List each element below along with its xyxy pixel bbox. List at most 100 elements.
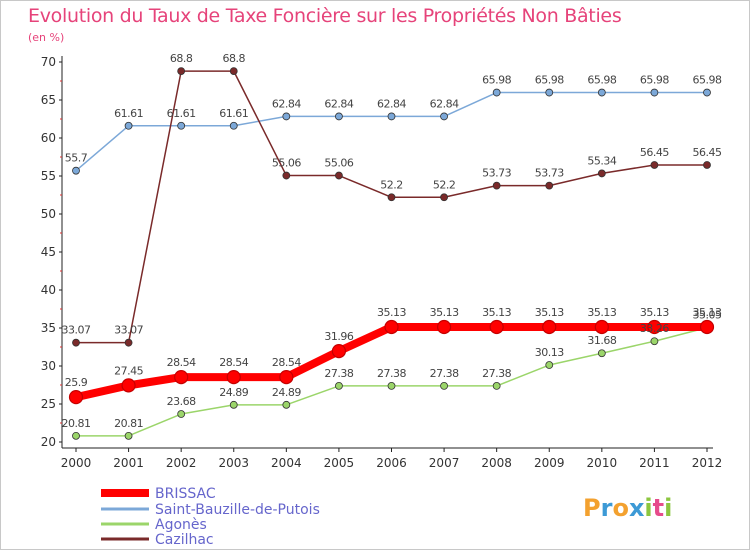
data-label: 35.13 — [377, 306, 406, 319]
data-point — [597, 88, 606, 97]
data-label: 55.34 — [587, 154, 616, 167]
data-label: 61.61 — [114, 107, 143, 120]
data-point — [650, 88, 659, 97]
legend-label: Agonès — [155, 517, 207, 533]
y-tick-label: 40 — [41, 283, 56, 297]
data-label: 52.2 — [380, 178, 403, 191]
data-point — [229, 67, 238, 76]
data-label: 62.84 — [272, 97, 301, 110]
data-point — [177, 121, 186, 130]
logo-letter: x — [629, 494, 645, 522]
proxiti-logo: Proxiti — [583, 494, 672, 522]
chart-title: Evolution du Taux de Taxe Foncière sur l… — [28, 5, 622, 27]
data-point — [282, 112, 291, 121]
data-label: 28.54 — [167, 356, 196, 369]
data-point — [542, 319, 557, 335]
y-tick-label: 65 — [41, 93, 56, 107]
data-point — [387, 112, 396, 121]
data-label: 24.89 — [272, 386, 301, 399]
data-point — [387, 193, 396, 202]
data-label: 56.45 — [640, 146, 669, 159]
data-label: 65.98 — [640, 74, 669, 87]
data-label: 27.38 — [324, 367, 353, 380]
y-axis-unit: (en %) — [28, 31, 65, 44]
data-label: 61.61 — [167, 107, 196, 120]
data-point — [335, 382, 343, 390]
proxiti-logo-text: Proxiti — [583, 494, 672, 522]
data-point — [124, 121, 133, 130]
legend-label: Cazilhac — [155, 532, 214, 548]
data-label: 55.06 — [272, 157, 301, 170]
x-tick-label: 2003 — [218, 456, 249, 470]
data-label: 23.68 — [167, 395, 196, 408]
data-point — [703, 161, 711, 169]
data-point — [174, 369, 189, 385]
x-tick-label: 2011 — [639, 456, 670, 470]
data-label: 31.68 — [587, 334, 616, 347]
data-label: 35.05 — [693, 309, 722, 322]
data-point — [279, 369, 294, 385]
data-label: 33.07 — [114, 324, 143, 337]
data-label: 62.84 — [430, 97, 459, 110]
logo-letter: P — [583, 494, 601, 522]
data-point — [384, 319, 399, 335]
data-point — [335, 171, 343, 180]
logo-letter: t — [653, 494, 664, 522]
data-point — [492, 181, 501, 190]
data-label: 20.81 — [62, 417, 91, 430]
data-label: 33.26 — [640, 322, 669, 335]
y-tick-label: 55 — [41, 169, 56, 183]
data-label: 62.84 — [377, 97, 406, 110]
data-label: 55.06 — [324, 157, 353, 170]
y-tick-label: 50 — [41, 207, 56, 221]
data-point — [597, 349, 606, 358]
x-tick-label: 2002 — [166, 456, 197, 470]
data-point — [331, 344, 347, 359]
data-point — [492, 88, 501, 97]
data-label: 33.07 — [62, 324, 91, 337]
data-label: 27.38 — [430, 367, 459, 380]
data-point — [650, 337, 659, 346]
data-point — [650, 161, 659, 169]
data-label: 24.89 — [219, 386, 248, 399]
series-lines — [72, 70, 711, 437]
data-label: 28.54 — [272, 356, 301, 369]
data-point — [647, 319, 662, 335]
data-point — [282, 171, 291, 180]
data-label: 65.98 — [693, 74, 722, 87]
data-label: 35.13 — [587, 306, 616, 319]
logo-letter: i — [664, 494, 672, 522]
data-label: 30.13 — [535, 346, 564, 359]
axes: 20 25 30 35 40 45 50 55 60 65 70 2000 2001 2002 2003 20… — [41, 55, 723, 470]
data-point — [387, 382, 396, 390]
data-point — [594, 319, 609, 335]
series-labels: 55.7 61.61 61.61 61.61 62.84 62.84 62.84 62.84 6… — [62, 52, 723, 430]
data-point — [440, 382, 448, 390]
data-label: 65.98 — [535, 74, 564, 87]
x-tick-label: 2007 — [429, 456, 460, 470]
y-tick-label: 30 — [41, 359, 56, 373]
data-point — [121, 378, 136, 393]
logo-letter: r — [601, 494, 613, 522]
data-point — [703, 88, 711, 97]
data-label: 20.81 — [114, 417, 143, 430]
data-label: 27.38 — [377, 367, 406, 380]
data-label: 27.45 — [114, 364, 143, 377]
data-point — [124, 338, 133, 347]
data-label: 62.84 — [324, 97, 353, 110]
data-point — [597, 169, 606, 178]
data-label: 31.96 — [324, 330, 353, 343]
x-tick-label: 2000 — [61, 456, 92, 470]
data-label: 68.8 — [170, 52, 193, 65]
logo-letter: i — [644, 494, 652, 522]
data-label: 27.38 — [482, 367, 511, 380]
data-label: 35.13 — [640, 306, 669, 319]
data-point — [545, 88, 554, 97]
y-tick-label: 25 — [41, 397, 56, 411]
x-tick-label: 2001 — [113, 456, 144, 470]
y-tick-label: 35 — [41, 321, 56, 335]
legend: BRISSACSaint-Bauzille-de-PutoisAgonèsCaz… — [101, 486, 320, 548]
data-point — [545, 361, 554, 369]
data-point — [440, 112, 448, 121]
legend-label: BRISSAC — [155, 486, 216, 502]
